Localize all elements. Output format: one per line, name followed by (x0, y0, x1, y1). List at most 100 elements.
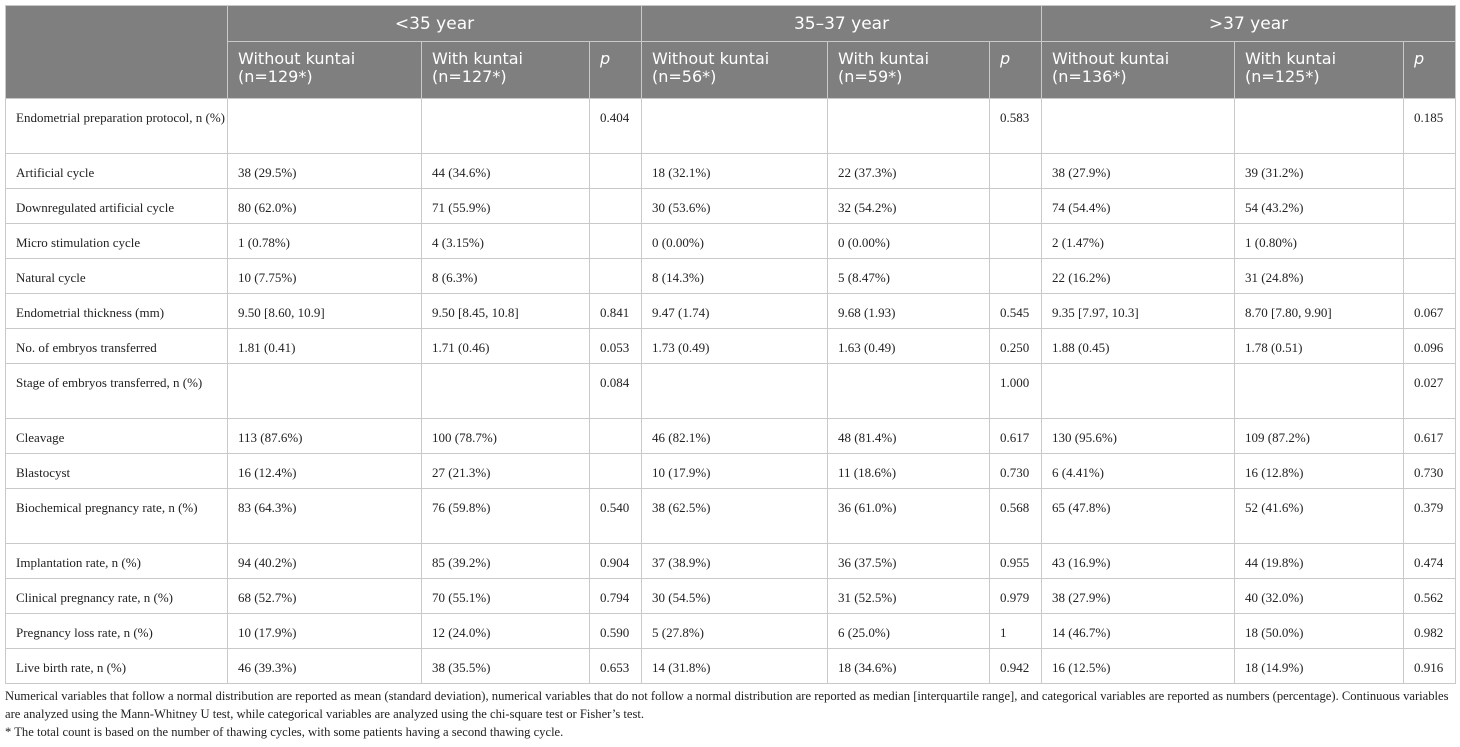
data-cell: 8 (14.3%) (641, 258, 829, 294)
p-value-cell (989, 188, 1043, 224)
data-cell: 9.35 [7.97, 10.3] (1041, 293, 1236, 329)
data-cell: 30 (53.6%) (641, 188, 829, 224)
p-value-cell (1403, 153, 1457, 189)
data-cell: 74 (54.4%) (1041, 188, 1236, 224)
table-footnotes: Numerical variables that follow a normal… (5, 688, 1457, 741)
p-value-cell: 0.590 (588, 613, 643, 649)
p-value-cell: 0.979 (989, 578, 1043, 614)
table-row: Micro stimulation cycle 1 (0.78%) 4 (3.15%… (5, 223, 1457, 259)
data-cell: 10 (7.75%) (227, 258, 422, 294)
p-value-cell: 0.250 (989, 328, 1043, 364)
p-value-cell: 0.841 (588, 293, 643, 329)
data-cell: 9.47 (1.74) (641, 293, 829, 329)
column-header: Without kuntai (n=56*) (641, 41, 829, 99)
data-cell: 38 (27.9%) (1041, 578, 1236, 614)
p-value-cell: 0.096 (1403, 328, 1457, 364)
p-value-cell: 0.794 (588, 578, 643, 614)
table-row: Clinical pregnancy rate, n (%) 68 (52.7%)… (5, 578, 1457, 614)
row-label: Clinical pregnancy rate, n (%) (5, 578, 228, 614)
data-cell: 31 (24.8%) (1234, 258, 1405, 294)
data-cell: 130 (95.6%) (1041, 418, 1236, 454)
p-value-cell: 0.084 (588, 363, 643, 419)
data-cell: 48 (81.4%) (827, 418, 991, 454)
data-cell: 109 (87.2%) (1234, 418, 1405, 454)
p-value-cell: 0.545 (989, 293, 1043, 329)
table-row: Endometrial preparation protocol, n (%) 0… (5, 98, 1457, 154)
row-label: Live birth rate, n (%) (5, 648, 228, 684)
data-cell: 6 (4.41%) (1041, 453, 1236, 489)
row-label-header (5, 5, 228, 99)
p-value-cell: 0.617 (1403, 418, 1457, 454)
p-value-cell: 0.904 (588, 543, 643, 579)
data-cell: 9.68 (1.93) (827, 293, 991, 329)
data-cell (1041, 363, 1236, 419)
data-cell: 31 (52.5%) (827, 578, 991, 614)
data-cell (421, 363, 590, 419)
p-value-cell (1403, 223, 1457, 259)
table-row: Natural cycle 10 (7.75%) 8 (6.3%) 8 (14.3%)… (5, 258, 1457, 294)
footnote: Numerical variables that follow a normal… (5, 689, 1449, 721)
data-cell (421, 98, 590, 154)
table-row: Downregulated artificial cycle 80 (62.0%)… (5, 188, 1457, 224)
column-header: With kuntai (n=125*) (1234, 41, 1405, 99)
data-cell: 36 (37.5%) (827, 543, 991, 579)
row-label: Micro stimulation cycle (5, 223, 228, 259)
p-value-cell (588, 258, 643, 294)
data-cell: 68 (52.7%) (227, 578, 422, 614)
p-value-cell: 0.562 (1403, 578, 1457, 614)
data-cell: 1.73 (0.49) (641, 328, 829, 364)
data-cell: 40 (32.0%) (1234, 578, 1405, 614)
row-label: Natural cycle (5, 258, 228, 294)
p-value-cell (588, 223, 643, 259)
p-value-cell: 0.404 (588, 98, 643, 154)
data-cell (827, 363, 991, 419)
data-cell: 2 (1.47%) (1041, 223, 1236, 259)
p-value-cell (1403, 188, 1457, 224)
data-cell: 22 (37.3%) (827, 153, 991, 189)
row-label: Blastocyst (5, 453, 228, 489)
p-value-cell: 0.942 (989, 648, 1043, 684)
table-row: Endometrial thickness (mm) 9.50 [8.60, 10… (5, 293, 1457, 329)
p-value-cell: 0.982 (1403, 613, 1457, 649)
data-cell: 38 (35.5%) (421, 648, 590, 684)
data-cell: 12 (24.0%) (421, 613, 590, 649)
p-value-cell: 0.474 (1403, 543, 1457, 579)
column-header-p: p (588, 41, 643, 99)
data-cell (641, 363, 829, 419)
data-cell: 4 (3.15%) (421, 223, 590, 259)
data-cell: 76 (59.8%) (421, 488, 590, 544)
data-cell: 100 (78.7%) (421, 418, 590, 454)
table-row: Cleavage 113 (87.6%) 100 (78.7%) 46 (82.1%)… (5, 418, 1457, 454)
column-header: Without kuntai (n=129*) (227, 41, 422, 99)
data-cell: 94 (40.2%) (227, 543, 422, 579)
data-cell: 1 (0.78%) (227, 223, 422, 259)
p-value-cell: 1.000 (989, 363, 1043, 419)
data-cell: 16 (12.5%) (1041, 648, 1236, 684)
data-cell: 18 (34.6%) (827, 648, 991, 684)
group-header-row: <35 year 35–37 year >37 year (5, 5, 1457, 99)
data-cell: 27 (21.3%) (421, 453, 590, 489)
data-cell: 5 (8.47%) (827, 258, 991, 294)
data-cell: 52 (41.6%) (1234, 488, 1405, 544)
row-label: Implantation rate, n (%) (5, 543, 228, 579)
p-value-cell: 0.027 (1403, 363, 1457, 419)
data-cell: 38 (29.5%) (227, 153, 422, 189)
data-cell: 18 (50.0%) (1234, 613, 1405, 649)
data-cell: 16 (12.8%) (1234, 453, 1405, 489)
p-value-cell (588, 418, 643, 454)
data-cell: 43 (16.9%) (1041, 543, 1236, 579)
data-cell: 30 (54.5%) (641, 578, 829, 614)
column-header: Without kuntai (n=136*) (1041, 41, 1236, 99)
footnote: * The total count is based on the number… (5, 724, 564, 739)
data-cell: 39 (31.2%) (1234, 153, 1405, 189)
data-cell: 44 (19.8%) (1234, 543, 1405, 579)
p-value-cell: 0.568 (989, 488, 1043, 544)
data-cell: 1.78 (0.51) (1234, 328, 1405, 364)
data-cell (1234, 98, 1405, 154)
column-header: With kuntai (n=127*) (421, 41, 590, 99)
p-value-cell: 0.540 (588, 488, 643, 544)
p-value-cell: 0.730 (1403, 453, 1457, 489)
data-cell (1041, 98, 1236, 154)
p-value-cell: 0.617 (989, 418, 1043, 454)
data-cell: 71 (55.9%) (421, 188, 590, 224)
